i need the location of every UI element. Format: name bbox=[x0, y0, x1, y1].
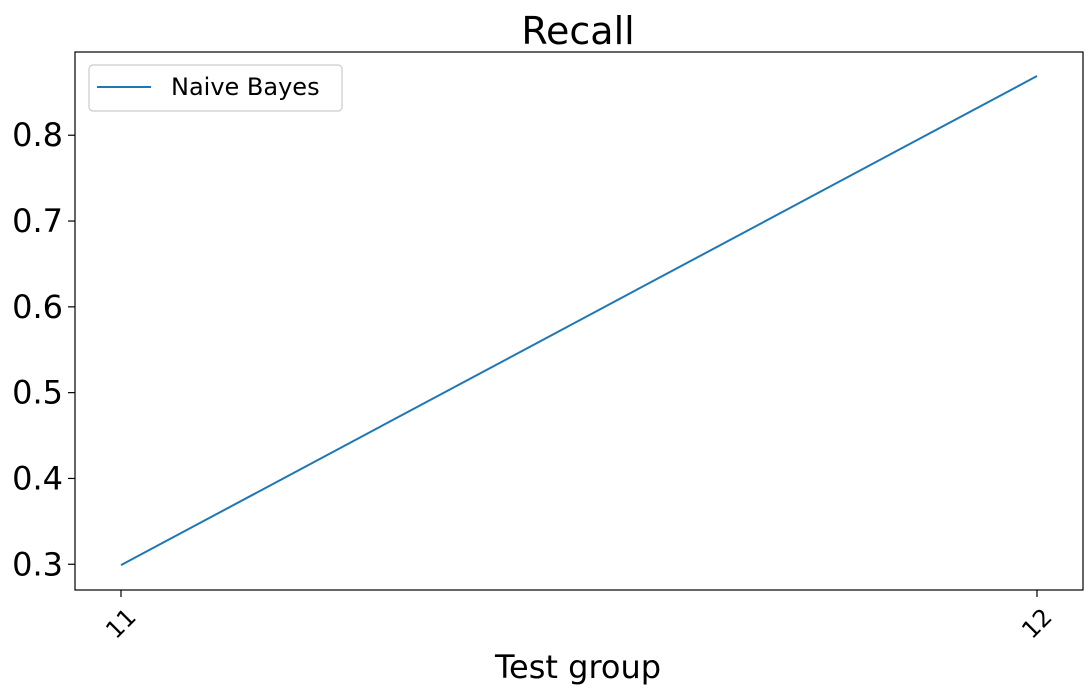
series-layer bbox=[120, 75, 1038, 566]
y-tick-label: 0.4 bbox=[12, 459, 63, 497]
chart-title: Recall bbox=[521, 9, 634, 53]
legend: Naive Bayes bbox=[88, 64, 343, 112]
legend-label-naive-bayes: Naive Bayes bbox=[171, 73, 320, 101]
y-tick-label: 0.7 bbox=[12, 202, 63, 240]
y-tick-label: 0.6 bbox=[12, 288, 63, 326]
y-tick-label: 0.8 bbox=[12, 116, 63, 154]
x-axis-label: Test group bbox=[494, 648, 661, 686]
x-tick-label: 12 bbox=[1016, 603, 1057, 644]
y-tick-label: 0.5 bbox=[12, 374, 63, 412]
x-axis-ticks: 11 12 bbox=[100, 590, 1058, 644]
legend-box bbox=[88, 64, 343, 112]
y-tick-label: 0.3 bbox=[12, 545, 63, 583]
y-axis-ticks: 0.3 0.4 0.5 0.6 0.7 0.8 bbox=[12, 116, 75, 583]
plot-area-frame bbox=[74, 51, 1084, 591]
series-line-0 bbox=[120, 75, 1038, 566]
x-tick-label: 11 bbox=[100, 603, 141, 644]
